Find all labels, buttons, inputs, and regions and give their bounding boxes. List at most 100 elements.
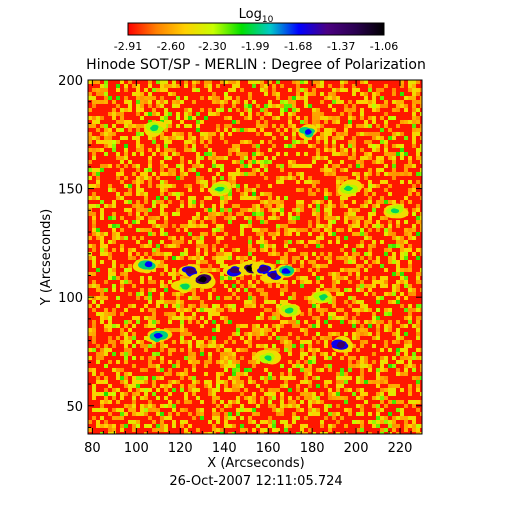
heatmap-cell [92,320,96,324]
heatmap-cell [104,396,108,400]
heatmap-cell [304,424,308,428]
heatmap-cell [144,348,148,352]
heatmap-cell [132,136,136,140]
heatmap-cell [116,96,120,100]
y-tick-label: 200 [58,74,83,89]
heatmap-cell [352,232,356,236]
heatmap-cell [416,308,420,312]
heatmap-cell [308,296,312,300]
heatmap-cell [136,184,140,188]
heatmap-cell [260,88,264,92]
heatmap-cell [392,252,396,256]
heatmap-cell [128,184,132,188]
heatmap-cell [104,288,108,292]
heatmap-cell [372,96,376,100]
heatmap-cell [232,184,236,188]
heatmap-cell [400,204,404,208]
heatmap-cell [268,104,272,108]
heatmap-cell [112,124,116,128]
heatmap-cell [332,120,336,124]
heatmap-cell [360,328,364,332]
heatmap-cell [396,424,400,428]
heatmap-cell [184,116,188,120]
heatmap-cell [200,288,204,292]
heatmap-cell [384,388,388,392]
heatmap-cell [88,148,92,152]
heatmap-cell [380,392,384,396]
heatmap-cell [216,164,220,168]
heatmap-cell [148,92,152,96]
heatmap-cell [192,292,196,296]
heatmap-cell [380,388,384,392]
heatmap-cell [352,216,356,220]
heatmap-cell [388,260,392,264]
heatmap-cell [140,204,144,208]
heatmap-cell [144,316,148,320]
heatmap-cell [216,256,220,260]
heatmap-cell [104,244,108,248]
heatmap-cell [312,412,316,416]
heatmap-cell [172,240,176,244]
heatmap-cell [288,424,292,428]
heatmap-cell [252,352,256,356]
heatmap-cell [328,200,332,204]
heatmap-cell [332,108,336,112]
heatmap-cell [168,120,172,124]
heatmap-cell [376,172,380,176]
heatmap-cell [364,364,368,368]
heatmap-cell [92,244,96,248]
heatmap-cell [292,124,296,128]
heatmap-cell [400,324,404,328]
heatmap-cell [248,160,252,164]
heatmap-cell [300,356,304,360]
heatmap-cell [340,80,344,84]
heatmap-cell [144,176,148,180]
heatmap-cell [396,240,400,244]
heatmap-cell [252,324,256,328]
heatmap-cell [352,104,356,108]
heatmap-cell [296,416,300,420]
heatmap-cell [232,304,236,308]
x-tick-label: 220 [388,441,413,456]
heatmap-cell [224,420,228,424]
heatmap-cell [172,132,176,136]
heatmap-cell [332,312,336,316]
heatmap-cell [336,88,340,92]
heatmap-cell [136,208,140,212]
heatmap-cell [420,432,422,434]
heatmap-cell [260,108,264,112]
heatmap-cell [116,164,120,168]
heatmap-cell [256,152,260,156]
heatmap-cell [420,156,422,160]
heatmap-cell [112,112,116,116]
heatmap-cell [92,172,96,176]
heatmap-cell [328,148,332,152]
heatmap-cell [384,360,388,364]
heatmap-cell [252,332,256,336]
heatmap-cell [232,148,236,152]
heatmap-cell [388,312,392,316]
heatmap-cell [288,104,292,108]
heatmap-cell [268,376,272,380]
heatmap-cell [288,348,292,352]
heatmap-cell [372,260,376,264]
heatmap-cell [400,336,404,340]
heatmap-cell [332,88,336,92]
heatmap-cell [176,152,180,156]
heatmap-cell [152,380,156,384]
heatmap-cell [368,116,372,120]
heatmap-cell [356,328,360,332]
heatmap-cell [212,160,216,164]
heatmap-cell [316,280,320,284]
heatmap-cell [136,168,140,172]
heatmap-cell [308,312,312,316]
heatmap-cell [116,128,120,132]
heatmap-cell [176,360,180,364]
heatmap-cell [276,260,280,264]
heatmap-cell [368,364,372,368]
heatmap-cell [204,84,208,88]
heatmap-cell [380,96,384,100]
heatmap-cell [332,416,336,420]
heatmap-cell [288,368,292,372]
heatmap-cell [172,148,176,152]
